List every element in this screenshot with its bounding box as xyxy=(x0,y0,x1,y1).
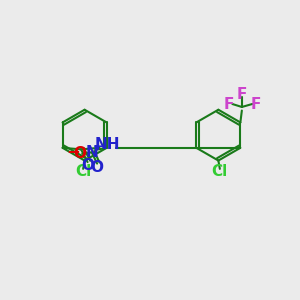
Text: NH: NH xyxy=(95,137,121,152)
Text: O: O xyxy=(81,158,94,173)
Text: −: − xyxy=(66,142,80,160)
Text: Cl: Cl xyxy=(212,164,228,179)
Text: O: O xyxy=(91,160,103,175)
Text: N: N xyxy=(85,145,98,160)
Text: +: + xyxy=(93,140,104,154)
Text: F: F xyxy=(237,87,247,102)
Text: O: O xyxy=(73,146,86,161)
Text: F: F xyxy=(224,97,234,112)
Text: Cl: Cl xyxy=(75,164,91,179)
Text: F: F xyxy=(250,97,261,112)
